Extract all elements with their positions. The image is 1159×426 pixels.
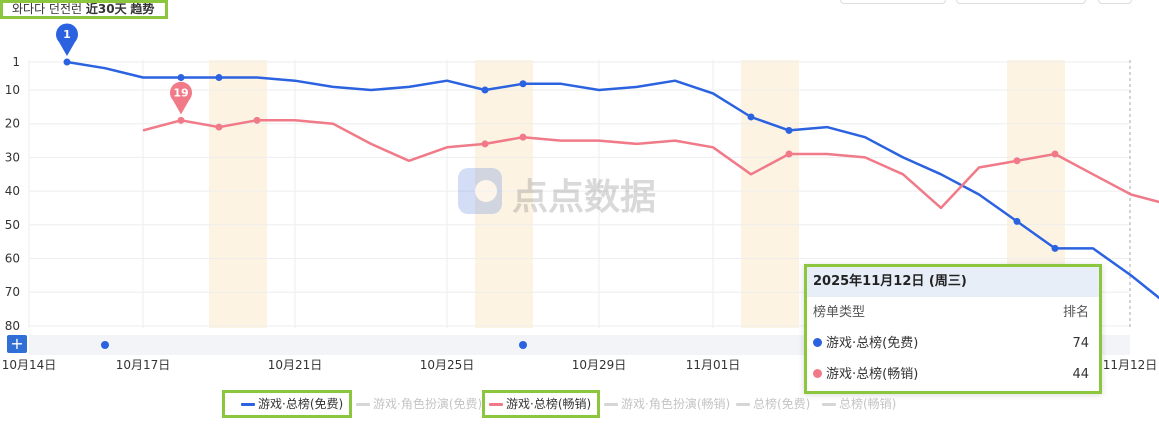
legend-swatch-icon (241, 403, 255, 406)
pin-marker-free[interactable]: 1 (56, 23, 78, 56)
pin-marker-grossing[interactable]: 19 (170, 81, 192, 115)
data-point-free[interactable] (747, 113, 755, 121)
tooltip-col-rank: 排名 (1062, 305, 1089, 320)
tooltip-header-row: 榜单类型 排名 (807, 297, 1099, 328)
legend-item-grossing-total[interactable]: 游戏·总榜(畅销) (482, 390, 600, 418)
tooltip-col-type: 榜单类型 (813, 305, 866, 320)
trend-label: 趋势 (130, 2, 155, 16)
legend-item-overall-free[interactable]: 总榜(免费) (736, 390, 816, 418)
pin-label: 1 (63, 28, 71, 41)
event-marker-dot[interactable] (101, 341, 109, 349)
legend-swatch-icon (822, 403, 836, 406)
series-dot-icon (813, 338, 822, 347)
tooltip-row-free: 游戏·总榜(免费) 74 (807, 328, 1099, 359)
legend-item-grossing-rpg[interactable]: 游戏·角色扮演(畅销) (604, 390, 730, 418)
y-tick-label: 50 (5, 218, 20, 232)
series-dot-icon (813, 369, 822, 378)
data-point-free[interactable] (1013, 217, 1021, 225)
legend-swatch-icon (604, 403, 618, 406)
series-line-free (66, 60, 1159, 300)
x-tick-label: 10月29日 (572, 358, 627, 372)
pin-icon (170, 81, 192, 115)
x-tick-label: 10月21日 (268, 358, 323, 372)
x-tick-label: 10月25日 (420, 358, 475, 372)
options-button[interactable] (1098, 0, 1132, 4)
pin-icon (56, 23, 78, 56)
data-point-grossing[interactable] (1013, 157, 1021, 165)
y-tick-label: 80 (5, 319, 20, 333)
x-tick-label: 10月14日 (2, 358, 57, 372)
data-point-grossing[interactable] (785, 150, 793, 158)
tooltip-row-grossing: 游戏·总榜(畅销) 44 (807, 359, 1099, 390)
hover-tooltip: 2025年11月12日 (周三) 榜单类型 排名 游戏·总榜(免费) 74 游戏… (804, 264, 1102, 394)
y-tick-label: 70 (5, 285, 20, 299)
watermark: 点点数据 (458, 168, 656, 218)
y-tick-label: 40 (5, 184, 20, 198)
legend-swatch-icon (356, 403, 370, 406)
data-point-free[interactable] (177, 74, 185, 82)
tooltip-value-free: 74 (1072, 336, 1089, 351)
app-name: 와다다 던전런 (12, 2, 83, 16)
chart-title: 와다다 던전런 近30天 趋势 (0, 0, 168, 19)
x-tick-label: 11月12日 (1103, 358, 1158, 372)
legend-item-free-total[interactable]: 游戏·总榜(免费) (222, 390, 352, 418)
data-point-free[interactable] (785, 126, 793, 134)
data-point-grossing[interactable] (1051, 150, 1059, 158)
y-tick-label: 10 (5, 83, 20, 97)
weekend-band (209, 60, 267, 328)
legend-item-free-rpg[interactable]: 游戏·角色扮演(免费) (356, 390, 482, 418)
y-tick-label: 60 (5, 252, 20, 266)
data-point-free[interactable] (215, 74, 223, 82)
legend-swatch-icon (489, 403, 503, 406)
tooltip-value-grossing: 44 (1072, 367, 1089, 382)
watermark-logo-hole (475, 180, 497, 202)
data-point-grossing[interactable] (253, 116, 261, 124)
watermark-text: 点点数据 (512, 177, 656, 218)
legend-swatch-icon (736, 403, 750, 406)
weekend-band (741, 60, 799, 328)
series-line-grossing (142, 119, 1159, 210)
watermark-logo-icon (458, 168, 502, 214)
data-point-grossing[interactable] (177, 116, 185, 124)
data-point-free[interactable] (481, 86, 489, 94)
tooltip-date: 2025年11月12日 (周三) (807, 267, 1099, 297)
weekend-band (475, 60, 533, 328)
event-marker-dot[interactable] (519, 341, 527, 349)
data-point-free[interactable] (1051, 244, 1059, 252)
data-point-free[interactable] (63, 58, 71, 66)
data-point-grossing[interactable] (519, 133, 527, 141)
y-tick-label: 20 (5, 117, 20, 131)
data-point-grossing[interactable] (215, 123, 223, 131)
x-tick-label: 10月17日 (116, 358, 171, 372)
country-selector[interactable] (956, 0, 1086, 4)
legend-item-overall-grossing[interactable]: 总榜(畅销) (822, 390, 902, 418)
data-point-free[interactable] (519, 80, 527, 88)
y-tick-label: 30 (5, 150, 20, 164)
data-point-grossing[interactable] (481, 140, 489, 148)
y-tick-label: 1 (12, 55, 20, 69)
zoom-plus-button[interactable]: + (7, 335, 27, 353)
period-selector[interactable] (840, 0, 946, 4)
period-label: 近30天 (85, 2, 127, 16)
pin-label: 19 (173, 86, 188, 99)
x-tick-label: 11月01日 (686, 358, 741, 372)
